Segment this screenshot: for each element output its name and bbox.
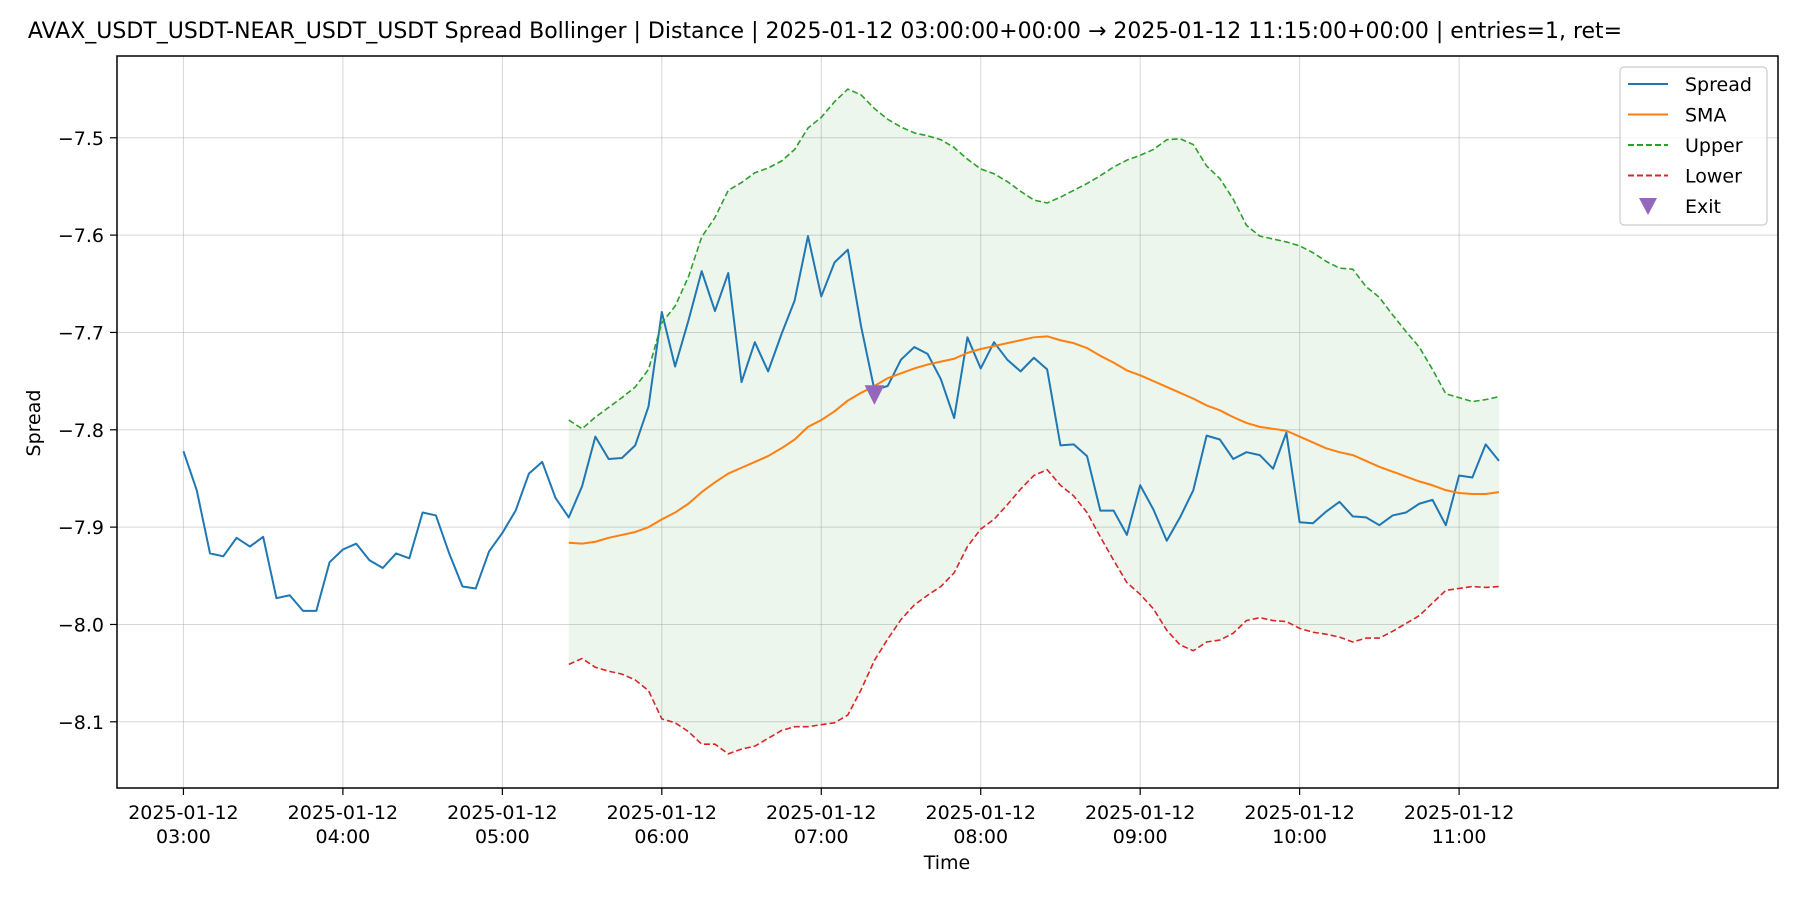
series-sma-line xyxy=(568,335,1500,545)
x-tick-label-time: 08:00 xyxy=(953,826,1008,848)
x-tick-label-date: 2025-01-12 xyxy=(766,802,876,824)
plot-frame xyxy=(116,55,1779,789)
y-axis-ticks: −7.5 −7.6 −7.7 −7.8 −7.9 −8.0 −8.1 xyxy=(58,128,117,734)
exit-marker xyxy=(864,385,885,405)
legend-label-exit: Exit xyxy=(1685,196,1721,218)
x-tick-label-date: 2025-01-12 xyxy=(1244,802,1354,824)
legend-label-lower: Lower xyxy=(1685,166,1742,188)
x-tick-label-date: 2025-01-12 xyxy=(1404,802,1514,824)
x-tick-label-time: 06:00 xyxy=(634,826,689,848)
y-tick-label: −7.7 xyxy=(58,322,104,344)
x-tick-label-time: 09:00 xyxy=(1113,826,1168,848)
x-axis-label: Time xyxy=(923,852,971,874)
chart-title: AVAX_USDT_USDT-NEAR_USDT_USDT Spread Bol… xyxy=(28,19,1622,44)
marker-layer xyxy=(864,385,885,405)
y-tick-label: −7.8 xyxy=(58,420,104,442)
bollinger-band-fill xyxy=(568,89,1499,754)
y-tick-label: −7.5 xyxy=(58,128,104,150)
y-tick-label: −7.6 xyxy=(58,225,104,247)
legend: Spread SMA Upper Lower Exit xyxy=(1619,66,1768,226)
x-tick-label-time: 07:00 xyxy=(794,826,849,848)
x-tick-label-date: 2025-01-12 xyxy=(447,802,557,824)
x-tick-label-date: 2025-01-12 xyxy=(288,802,398,824)
y-axis-label: Spread xyxy=(23,390,45,457)
y-tick-label: −8.0 xyxy=(58,614,104,636)
series-upper-line xyxy=(568,88,1500,430)
x-tick-label-time: 04:00 xyxy=(316,826,371,848)
legend-box xyxy=(1619,66,1768,226)
x-tick-label-date: 2025-01-12 xyxy=(128,802,238,824)
x-tick-label-date: 2025-01-12 xyxy=(926,802,1036,824)
y-tick-label: −7.9 xyxy=(58,517,104,539)
x-tick-label-time: 10:00 xyxy=(1272,826,1327,848)
x-tick-label-date: 2025-01-12 xyxy=(1085,802,1195,824)
x-tick-label-time: 11:00 xyxy=(1432,826,1487,848)
grid-lines xyxy=(117,56,1778,788)
x-tick-label-time: 05:00 xyxy=(475,826,530,848)
legend-label-spread: Spread xyxy=(1685,74,1752,96)
legend-label-sma: SMA xyxy=(1685,105,1726,127)
y-tick-label: −8.1 xyxy=(58,712,104,734)
x-tick-label-time: 03:00 xyxy=(156,826,211,848)
x-tick-label-date: 2025-01-12 xyxy=(607,802,717,824)
legend-label-upper: Upper xyxy=(1685,135,1743,157)
series-spread-line xyxy=(182,235,1500,612)
band-fill-layer xyxy=(568,89,1499,754)
x-axis-ticks: 2025-01-1203:002025-01-1204:002025-01-12… xyxy=(128,788,1514,848)
series-layer xyxy=(182,88,1500,755)
series-lower-line xyxy=(568,468,1500,755)
legend-swatch-exit xyxy=(1639,198,1657,215)
